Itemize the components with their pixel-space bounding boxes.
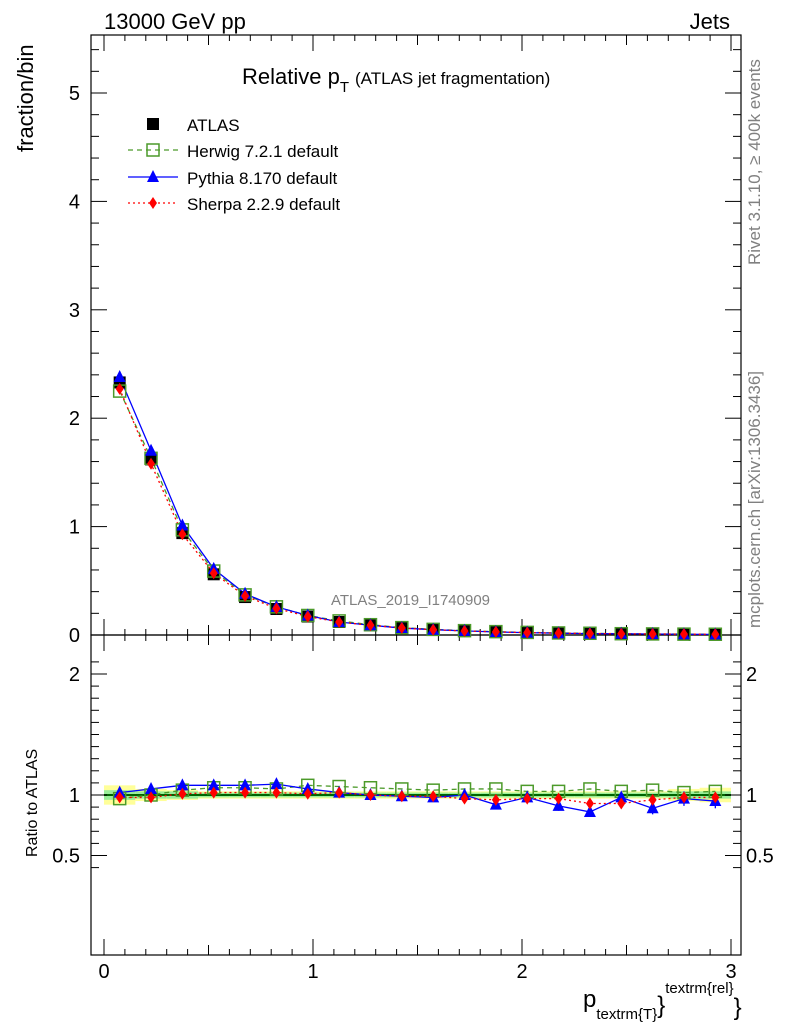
mcplots-label: mcplots.cern.ch [arXiv:1306.3436] xyxy=(745,371,764,628)
ratio-point-sherpa xyxy=(209,786,218,799)
ratio-tick-label-right: 1 xyxy=(746,785,757,807)
ratio-point-pythia xyxy=(646,801,659,814)
ratio-point-sherpa xyxy=(272,786,281,799)
point-sherpa xyxy=(366,619,375,632)
point-sherpa xyxy=(523,626,532,639)
point-sherpa xyxy=(241,589,250,602)
point-sherpa xyxy=(115,382,124,395)
point-sherpa xyxy=(178,528,187,541)
header-left: 13000 GeV pp xyxy=(104,9,246,34)
y-tick-label: 5 xyxy=(69,83,80,105)
legend-marker xyxy=(146,143,160,157)
ratio-line-herwig xyxy=(119,784,716,800)
legend-label: Herwig 7.2.1 default xyxy=(187,142,338,161)
ratio-point-pythia xyxy=(145,781,158,794)
point-sherpa xyxy=(679,628,688,641)
ratio-tick-label-left: 1 xyxy=(69,785,80,807)
x-tick-label: 2 xyxy=(516,961,527,983)
ratio-point-sherpa xyxy=(429,790,438,803)
legend-label: Pythia 8.170 default xyxy=(187,169,338,188)
legend: ATLAS Herwig 7.2.1 default Pythia 8.170 de… xyxy=(128,116,340,214)
point-sherpa xyxy=(711,628,720,641)
ratio-point-sherpa xyxy=(397,790,406,803)
ratio-tick-label-right: 0.5 xyxy=(746,846,774,868)
ratio-point-sherpa xyxy=(115,791,124,804)
ratio-point-pythia xyxy=(583,804,596,817)
point-sherpa xyxy=(397,622,406,635)
ratio-point-herwig xyxy=(583,782,597,796)
ratio-point-sherpa xyxy=(335,786,344,799)
legend-marker xyxy=(149,197,157,209)
ratio-point-pythia xyxy=(615,790,628,803)
point-pythia xyxy=(176,518,189,531)
y-tick-label: 0 xyxy=(69,625,80,647)
ratio-point-sherpa xyxy=(241,786,250,799)
legend-marker xyxy=(147,118,159,130)
ratio-point-sherpa xyxy=(523,792,532,805)
ratio-plot-series xyxy=(112,777,723,817)
point-sherpa xyxy=(147,457,156,470)
point-sherpa xyxy=(491,625,500,638)
legend-marker xyxy=(147,170,159,182)
point-sherpa xyxy=(303,610,312,623)
y-tick-label: 4 xyxy=(69,191,80,213)
ratio-tick-label-right: 2 xyxy=(746,664,757,686)
x-axis-label: ptextrm{T}}textrm{rel}} xyxy=(583,980,742,1023)
point-sherpa xyxy=(429,623,438,636)
y-tick-label: 1 xyxy=(69,517,80,539)
point-sherpa xyxy=(617,627,626,640)
header-right: Jets xyxy=(690,9,730,34)
ratio-point-sherpa xyxy=(648,793,657,806)
ratio-point-pythia xyxy=(176,778,189,791)
ratio-point-sherpa xyxy=(554,792,563,805)
ratio-point-sherpa xyxy=(491,793,500,806)
point-pythia xyxy=(145,443,158,456)
ratio-point-sherpa xyxy=(585,797,594,810)
ratio-point-sherpa xyxy=(147,791,156,804)
x-tick-label: 3 xyxy=(725,961,736,983)
point-sherpa xyxy=(554,627,563,640)
point-sherpa xyxy=(209,567,218,580)
ratio-tick-label-left: 0.5 xyxy=(52,846,80,868)
point-sherpa xyxy=(648,627,657,640)
chart-title: Relative pT (ATLAS jet fragmentation) xyxy=(242,64,550,96)
ratio-point-sherpa xyxy=(303,787,312,800)
x-tick-label: 0 xyxy=(98,961,109,983)
main-plot-series xyxy=(112,370,723,641)
analysis-label: ATLAS_2019_I1740909 xyxy=(331,592,490,609)
ratio-point-pythia xyxy=(270,777,283,790)
y-axis-label: fraction/bin xyxy=(13,44,38,152)
point-sherpa xyxy=(460,624,469,637)
legend-label: ATLAS xyxy=(187,116,240,135)
legend-label: Sherpa 2.2.9 default xyxy=(187,195,340,214)
ratio-point-sherpa xyxy=(366,789,375,801)
ratio-point-sherpa xyxy=(679,791,688,804)
ratio-tick-label-left: 2 xyxy=(69,664,80,686)
ratio-line-pythia xyxy=(119,783,716,813)
point-sherpa xyxy=(272,602,281,615)
ratio-point-sherpa xyxy=(460,792,469,805)
ratio-point-sherpa xyxy=(711,791,720,804)
ratio-uncertainty-band xyxy=(104,785,731,805)
point-sherpa xyxy=(585,627,594,640)
ratio-point-pythia xyxy=(239,778,252,791)
y-tick-label: 3 xyxy=(69,300,80,322)
ratio-point-pythia xyxy=(207,778,220,791)
ratio-point-sherpa xyxy=(178,787,187,800)
ratio-point-sherpa xyxy=(617,797,626,810)
y-tick-label: 2 xyxy=(69,408,80,430)
point-pythia xyxy=(113,370,126,383)
ratio-y-axis-label: Ratio to ATLAS xyxy=(24,749,41,857)
ratio-point-pythia xyxy=(552,798,565,811)
point-sherpa xyxy=(335,615,344,628)
x-tick-label: 1 xyxy=(307,961,318,983)
rivet-label: Rivet 3.1.10, ≥ 400k events xyxy=(745,59,764,265)
